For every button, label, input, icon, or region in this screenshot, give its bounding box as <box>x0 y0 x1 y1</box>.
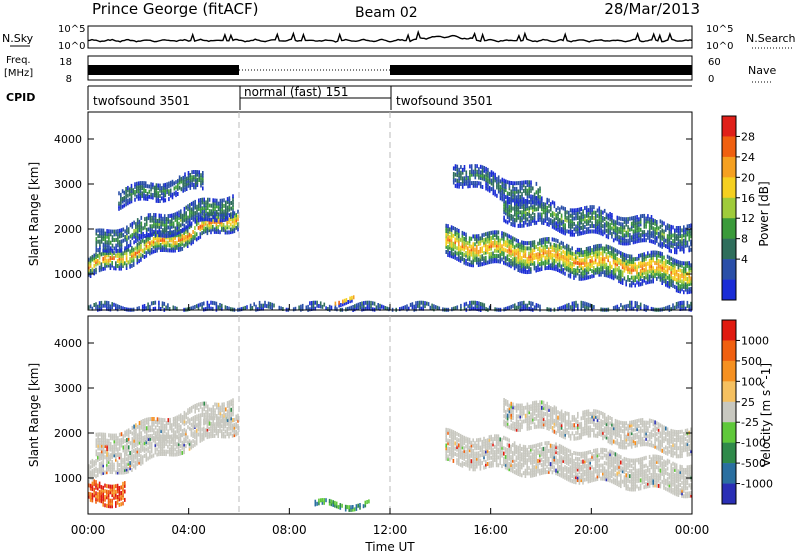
colorbar-swatch <box>722 442 736 464</box>
time-xlabel: Time UT <box>364 540 415 554</box>
x-tick-label: 12:00 <box>373 523 408 537</box>
colorbar-swatch <box>722 197 736 219</box>
nave-tick-top: 60 <box>708 57 721 68</box>
x-tick-label: 00:00 <box>675 523 710 537</box>
freq-panel: Freq. [MHz] 18 8 60 0 Nave <box>4 55 776 85</box>
y-tick-label: 2000 <box>54 223 82 236</box>
y-tick-label: 3000 <box>54 178 82 191</box>
freq-bar-last <box>390 65 692 75</box>
colorbar-swatch <box>722 218 736 239</box>
freq-bar-first <box>88 65 239 75</box>
colorbar-tick-label: 16 <box>741 192 755 205</box>
colorbar-tick-label: 28 <box>741 130 755 143</box>
colorbar-tick-label: -500 <box>741 457 766 470</box>
colorbar-swatch <box>722 320 736 341</box>
velocity-ylabel: Slant Range [km] <box>27 363 41 467</box>
velocity-panel: 1000 2000 3000 4000 00:00 04:00 08:00 12:00 16:0… <box>27 315 773 554</box>
nave-tick-bottom: 0 <box>708 74 714 85</box>
y-tick-label: 2000 <box>54 427 82 440</box>
colorbar-swatch <box>722 136 736 158</box>
colorbar-tick-label: 4 <box>741 253 748 266</box>
beam-title: Beam 02 <box>355 5 418 21</box>
x-tick-label: 08:00 <box>272 523 307 537</box>
colorbar-tick-label: 12 <box>741 212 755 225</box>
y-tick-label: 4000 <box>54 133 82 146</box>
colorbar-tick-label: -1000 <box>741 478 773 491</box>
colorbar-swatch <box>722 381 736 403</box>
power-panel: 1000 2000 3000 4000 Slant Range [km] 28 24 20… <box>27 111 771 312</box>
colorbar-swatch <box>722 116 736 137</box>
nsky-tick-top: 10^5 <box>58 24 85 35</box>
nsky-trace <box>87 29 693 43</box>
colorbar-swatch <box>722 259 736 280</box>
colorbar-tick-label: 1000 <box>741 334 769 347</box>
nsky-tick-bottom: 10^0 <box>58 41 85 52</box>
colorbar-swatch <box>722 156 736 178</box>
velocity-colorbar-label: Velocity [m s^-1] <box>759 363 773 467</box>
cpid-panel: CPID twofsound 3501 normal (fast) 151 tw… <box>6 85 692 110</box>
power-ylabel: Slant Range [km] <box>27 162 41 266</box>
date-title: 28/Mar/2013 <box>604 0 700 18</box>
colorbar-tick-label: 24 <box>741 151 755 164</box>
colorbar-tick-label: 500 <box>741 355 762 368</box>
velocity-scatter-cells <box>88 398 692 512</box>
colorbar-swatch <box>722 340 736 362</box>
nsky-panel: N.Sky 10^5 10^0 10^5 10^0 N.Search <box>2 24 796 52</box>
colorbar-tick-label: 25 <box>741 396 755 409</box>
power-colorbar-label: Power [dB] <box>757 181 771 246</box>
cpid-segment-3: twofsound 3501 <box>396 94 493 108</box>
nsearch-tick-bottom: 10^0 <box>706 41 733 52</box>
station-title: Prince George (fitACF) <box>92 0 258 18</box>
colorbar-tick-label: 100 <box>741 375 762 388</box>
nsky-label: N.Sky <box>2 32 34 45</box>
colorbar-swatch <box>722 401 736 423</box>
y-tick-label: 1000 <box>54 472 82 485</box>
freq-label: Freq. <box>6 55 31 66</box>
colorbar-swatch <box>722 360 736 382</box>
y-tick-label: 3000 <box>54 382 82 395</box>
colorbar-swatch <box>722 422 736 443</box>
x-tick-label: 16:00 <box>473 523 508 537</box>
colorbar-tick-label: -100 <box>741 437 766 450</box>
nave-label: Nave <box>748 64 776 77</box>
colorbar-swatch <box>722 177 736 199</box>
cpid-segment-1: twofsound 3501 <box>93 94 190 108</box>
power-colorbar: 28 24 20 16 12 8 4 <box>721 115 755 301</box>
colorbar-swatch <box>722 238 736 260</box>
nsearch-tick-top: 10^5 <box>706 24 733 35</box>
x-tick-label: 00:00 <box>71 523 106 537</box>
freq-unit-label: [MHz] <box>4 68 33 79</box>
colorbar-tick-label: -25 <box>741 416 759 429</box>
colorbar-swatch <box>722 483 736 505</box>
nsearch-label: N.Search <box>746 32 796 45</box>
colorbar-swatch <box>722 463 736 484</box>
cpid-segment-2: normal (fast) 151 <box>244 85 348 99</box>
x-tick-label: 20:00 <box>574 523 609 537</box>
cpid-label: CPID <box>6 91 35 104</box>
power-scatter-cells <box>88 164 692 312</box>
colorbar-tick-label: 20 <box>741 171 755 184</box>
freq-tick-bottom: 8 <box>66 74 72 85</box>
colorbar-tick-label: 8 <box>741 233 748 246</box>
x-tick-label: 04:00 <box>171 523 206 537</box>
y-tick-label: 1000 <box>54 268 82 281</box>
y-tick-label: 4000 <box>54 337 82 350</box>
velocity-colorbar: 1000 500 100 25 -25 -100 -500 -1000 <box>721 319 773 505</box>
freq-tick-top: 18 <box>59 57 72 68</box>
colorbar-swatch <box>722 279 736 301</box>
